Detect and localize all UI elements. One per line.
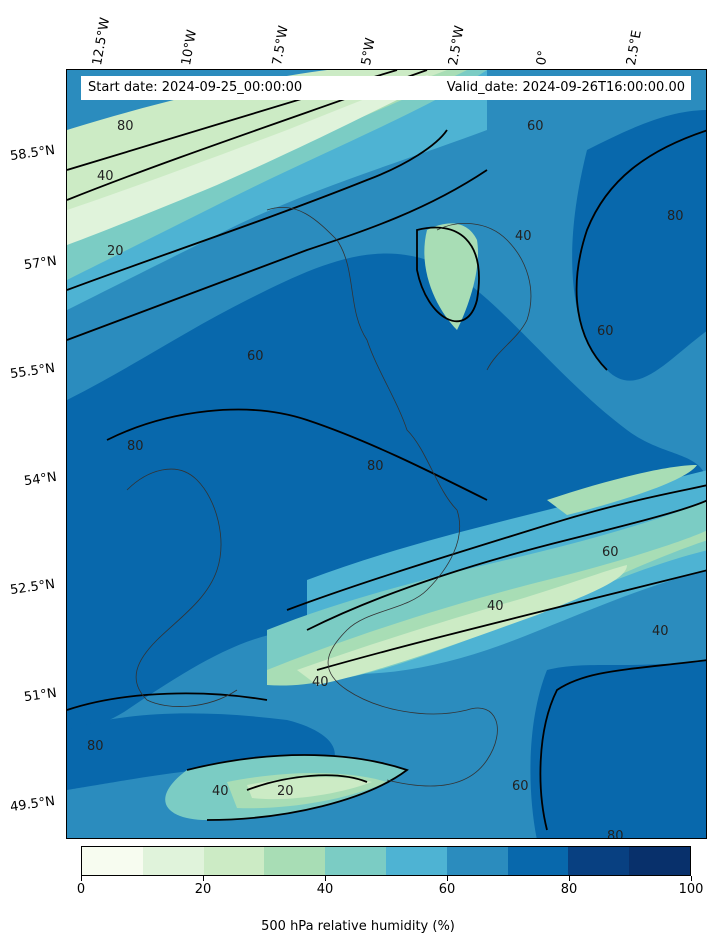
contour-label: 40 (212, 784, 229, 799)
contour-60 (67, 169, 488, 341)
contour-40 (306, 499, 706, 631)
contour-label: 80 (367, 459, 384, 474)
colorbar-tickmark (568, 876, 570, 881)
humidity-fill-60-70 (67, 70, 487, 310)
lat-label: 58.5°N (9, 142, 56, 165)
lat-label: 54°N (23, 469, 58, 490)
humidity-fill-80-90 (530, 660, 706, 838)
contour-80 (67, 692, 268, 711)
colorbar-segment (507, 847, 569, 875)
colorbar-tick-label: 0 (76, 882, 86, 897)
contours-overlay: 80 20 40 60 40 60 80 80 40 40 60 40 20 4… (67, 70, 706, 839)
humidity-fill-80-90 (572, 110, 706, 381)
colorbar-label: 500 hPa relative humidity (%) (261, 919, 455, 934)
colorbar-tickmark (446, 876, 448, 881)
colorbar-segment (446, 847, 508, 875)
date-banner: Start date: 2024-09-25_00:00:00 Valid_da… (81, 76, 691, 100)
lon-label: 5°W (359, 36, 379, 67)
lat-label: 52.5°N (9, 576, 56, 599)
lon-label: 2.5°W (446, 24, 468, 67)
contour-label: 80 (607, 829, 624, 839)
contour-label: 40 (312, 675, 329, 690)
lon-label: 2.5°E (624, 29, 645, 67)
map-frame: 80 20 40 60 40 60 80 80 40 40 60 40 20 4… (66, 69, 707, 839)
contour-60 (575, 129, 706, 371)
contour-label: 80 (667, 209, 684, 224)
colorbar-tick-label: 100 (678, 882, 704, 897)
lon-label: 10°W (179, 28, 201, 67)
humidity-fill-40-50 (547, 465, 697, 515)
coastline (126, 468, 238, 707)
colorbar-tick-label: 80 (560, 882, 578, 897)
coastline (436, 223, 532, 371)
coastline (266, 206, 498, 787)
contour-label: 60 (247, 349, 264, 364)
contour-label: 80 (117, 119, 134, 134)
humidity-fill-40-50 (424, 223, 478, 330)
contour-label: 60 (597, 324, 614, 339)
lon-label: 12.5°W (90, 16, 114, 67)
lat-label: 57°N (23, 253, 58, 274)
humidity-map (67, 70, 706, 838)
colorbar-tick-label: 40 (316, 882, 334, 897)
contour-label: 20 (107, 244, 124, 259)
humidity-fill-20-30 (67, 75, 437, 245)
humidity-fill-30-40 (297, 565, 627, 685)
contour-label: 40 (652, 624, 669, 639)
contour-label: 60 (602, 545, 619, 560)
colorbar-tickmark (202, 876, 204, 881)
contour-80 (106, 408, 488, 501)
lat-label: 51°N (23, 685, 58, 706)
start-date: Start date: 2024-09-25_00:00:00 (88, 80, 303, 95)
contour-label: 60 (512, 779, 529, 794)
contour-label: 80 (87, 739, 104, 754)
contour-40 (416, 226, 480, 323)
contour-40 (316, 569, 706, 671)
lon-label: 0° (534, 49, 552, 67)
colorbar-segment (264, 847, 326, 875)
valid-date: Valid_date: 2024-09-26T16:00:00.00 (446, 80, 685, 95)
colorbar-tick-label: 20 (194, 882, 212, 897)
humidity-fill-80-90 (67, 713, 335, 790)
contour-20 (67, 129, 448, 291)
colorbar-segment (203, 847, 265, 875)
colorbar-segment (142, 847, 204, 875)
lon-label: 7.5°W (270, 24, 292, 67)
colorbar-segment (568, 847, 630, 875)
contour-40 (186, 754, 409, 821)
contour-label: 60 (527, 119, 544, 134)
colorbar-segment (325, 847, 386, 875)
contour-label: 20 (277, 784, 294, 799)
colorbar (81, 846, 691, 876)
colorbar-tick-label: 60 (438, 882, 456, 897)
humidity-fill-30-40 (67, 70, 447, 220)
colorbar-segment (82, 847, 143, 875)
colorbar-segment (385, 847, 447, 875)
lat-label: 55.5°N (9, 360, 56, 383)
colorbar-tickmark (324, 876, 326, 881)
colorbar-tickmark (690, 876, 692, 881)
contour-20 (246, 774, 368, 791)
humidity-fill-80-90 (67, 253, 706, 750)
humidity-fill-30-40 (247, 777, 372, 800)
contour-label: 40 (97, 169, 114, 184)
contour-label: 80 (127, 439, 144, 454)
contour-60 (539, 659, 706, 831)
contour-label: 40 (487, 599, 504, 614)
contour-label: 40 (515, 229, 532, 244)
contour-60 (286, 484, 706, 611)
colorbar-segment (629, 847, 690, 875)
lat-label: 49.5°N (9, 793, 56, 816)
colorbar-tickmark (80, 876, 82, 881)
